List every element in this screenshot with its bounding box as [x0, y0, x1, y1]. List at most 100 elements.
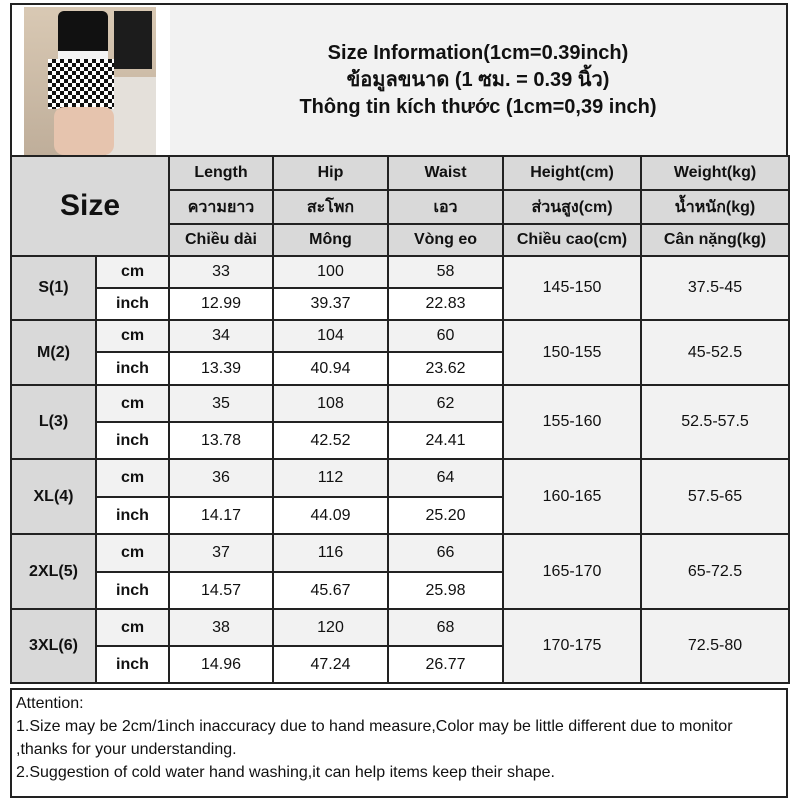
size-label: XL(4)	[10, 458, 97, 535]
cell-length-inch: 13.78	[168, 421, 274, 460]
cell-hip-inch: 39.37	[272, 287, 389, 321]
size-chart-table: Size Length Hip Waist Height(cm) Weight(…	[10, 155, 790, 684]
unit-inch: inch	[95, 496, 170, 535]
cell-waist-inch: 22.83	[387, 287, 504, 321]
cell-waist-cm: 64	[387, 458, 504, 498]
attention-line-2: 2.Suggestion of cold water hand washing,…	[16, 764, 555, 781]
col-header-weight-vi: Cân nặng(kg)	[640, 223, 790, 257]
col-header-length-en: Length	[168, 155, 274, 191]
unit-inch: inch	[95, 571, 170, 610]
cell-height: 155-160	[502, 384, 642, 460]
col-header-waist-vi: Vòng eo	[387, 223, 504, 257]
col-header-length-th: ความยาว	[168, 189, 274, 225]
cell-hip-cm: 104	[272, 319, 389, 353]
cell-height: 160-165	[502, 458, 642, 535]
cell-hip-cm: 112	[272, 458, 389, 498]
cell-waist-inch: 25.20	[387, 496, 504, 535]
col-header-length-vi: Chiều dài	[168, 223, 274, 257]
table-row-inch: inch 14.96 47.24 26.77	[11, 645, 789, 684]
unit-inch: inch	[95, 351, 170, 386]
col-header-weight-th: น้ำหนัก(kg)	[640, 189, 790, 225]
unit-cm: cm	[95, 533, 170, 573]
cell-height: 165-170	[502, 533, 642, 610]
cell-waist-inch: 26.77	[387, 645, 504, 684]
unit-cm: cm	[95, 608, 170, 647]
cell-length-cm: 37	[168, 533, 274, 573]
cell-length-cm: 36	[168, 458, 274, 498]
unit-cm: cm	[95, 255, 170, 289]
product-photo-cell	[12, 5, 172, 155]
cell-weight: 37.5-45	[640, 255, 790, 321]
cell-weight: 52.5-57.5	[640, 384, 790, 460]
cell-length-cm: 35	[168, 384, 274, 423]
table-row-cm: 3XL(6) cm 38 120 68 170-175 72.5-80	[10, 608, 790, 684]
cell-hip-cm: 116	[272, 533, 389, 573]
cell-weight: 72.5-80	[640, 608, 790, 684]
cell-length-inch: 13.39	[168, 351, 274, 386]
title-english: Size Information(1cm=0.39inch)	[327, 41, 629, 64]
cell-height: 145-150	[502, 255, 642, 321]
cell-length-cm: 33	[168, 255, 274, 289]
cell-length-inch: 14.96	[168, 645, 274, 684]
unit-cm: cm	[95, 319, 170, 353]
cell-length-inch: 14.57	[168, 571, 274, 610]
col-header-height-vi: Chiều cao(cm)	[502, 223, 642, 257]
unit-cm: cm	[95, 384, 170, 423]
col-header-hip-vi: Mông	[272, 223, 389, 257]
cell-length-inch: 14.17	[168, 496, 274, 535]
title-vietnamese: Thông tin kích thước (1cm=0,39 inch)	[299, 95, 657, 118]
product-photo	[24, 7, 156, 155]
cell-length-inch: 12.99	[168, 287, 274, 321]
size-label: 2XL(5)	[10, 533, 97, 610]
col-header-hip-th: สะโพก	[272, 189, 389, 225]
attention-note: Attention: 1.Size may be 2cm/1inch inacc…	[10, 688, 788, 798]
col-header-hip-en: Hip	[272, 155, 389, 191]
table-row-cm: 2XL(5) cm 37 116 66 165-170 65-72.5	[10, 533, 790, 610]
table-row-inch: inch 13.39 40.94 23.62	[11, 351, 789, 386]
cell-waist-cm: 62	[387, 384, 504, 423]
size-header: Size	[10, 155, 170, 257]
cell-hip-inch: 45.67	[272, 571, 389, 610]
header-block: Size Information(1cm=0.39inch) ข้อมูลขนา…	[10, 3, 788, 157]
attention-line-1-cont: ,thanks for your understanding.	[16, 741, 237, 758]
cell-length-cm: 38	[168, 608, 274, 647]
cell-waist-cm: 58	[387, 255, 504, 289]
table-row-cm: S(1) cm 33 100 58 145-150 37.5-45	[10, 255, 790, 321]
cell-hip-cm: 100	[272, 255, 389, 289]
cell-weight: 57.5-65	[640, 458, 790, 535]
table-row-inch: inch 13.78 42.52 24.41	[11, 421, 789, 460]
cell-height: 170-175	[502, 608, 642, 684]
cell-hip-inch: 44.09	[272, 496, 389, 535]
cell-hip-inch: 47.24	[272, 645, 389, 684]
col-header-waist-en: Waist	[387, 155, 504, 191]
size-label: S(1)	[10, 255, 97, 321]
cell-length-cm: 34	[168, 319, 274, 353]
size-label: M(2)	[10, 319, 97, 386]
table-row-cm: M(2) cm 34 104 60 150-155 45-52.5	[10, 319, 790, 386]
table-row-inch: inch 12.99 39.37 22.83	[11, 287, 789, 321]
col-header-waist-th: เอว	[387, 189, 504, 225]
title-thai: ข้อมูลขนาด (1 ซม. = 0.39 นิ้ว)	[346, 68, 610, 91]
size-info-title: Size Information(1cm=0.39inch) ข้อมูลขนา…	[170, 5, 786, 155]
size-label: L(3)	[10, 384, 97, 460]
cell-waist-inch: 25.98	[387, 571, 504, 610]
attention-heading: Attention:	[16, 695, 84, 712]
col-header-height-th: ส่วนสูง(cm)	[502, 189, 642, 225]
unit-inch: inch	[95, 287, 170, 321]
cell-hip-cm: 120	[272, 608, 389, 647]
cell-hip-cm: 108	[272, 384, 389, 423]
cell-weight: 65-72.5	[640, 533, 790, 610]
cell-hip-inch: 42.52	[272, 421, 389, 460]
cell-weight: 45-52.5	[640, 319, 790, 386]
attention-line-1: 1.Size may be 2cm/1inch inaccuracy due t…	[16, 718, 733, 735]
unit-inch: inch	[95, 645, 170, 684]
cell-waist-cm: 68	[387, 608, 504, 647]
size-label: 3XL(6)	[10, 608, 97, 684]
cell-hip-inch: 40.94	[272, 351, 389, 386]
unit-cm: cm	[95, 458, 170, 498]
cell-waist-cm: 60	[387, 319, 504, 353]
table-row-cm: L(3) cm 35 108 62 155-160 52.5-57.5	[10, 384, 790, 460]
table-row-inch: inch 14.17 44.09 25.20	[11, 496, 789, 535]
unit-inch: inch	[95, 421, 170, 460]
cell-waist-inch: 23.62	[387, 351, 504, 386]
